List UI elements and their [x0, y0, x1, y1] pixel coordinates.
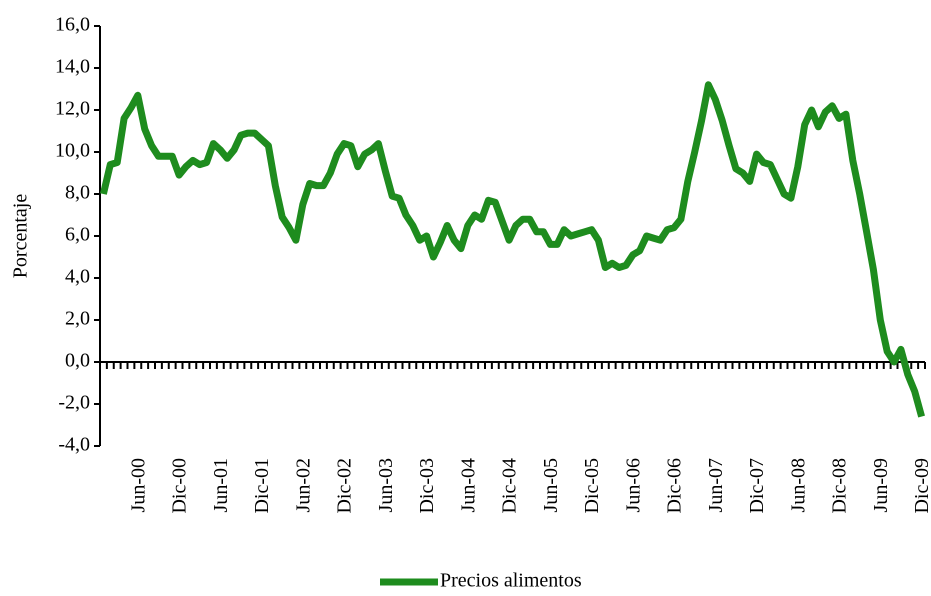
x-tick-label: Jun-08 [787, 458, 809, 512]
x-tick-label: Jun-09 [870, 458, 892, 512]
legend-label: Precios alimentos [440, 570, 582, 592]
y-tick-label: 0,0 [65, 350, 90, 372]
x-tick-label: Dic-05 [581, 458, 603, 514]
x-tick-label: Dic-00 [169, 458, 191, 514]
x-tick-label: Dic-09 [911, 458, 931, 514]
y-tick-label: 8,0 [65, 182, 90, 204]
y-tick-label: 4,0 [65, 266, 90, 288]
x-tick-label: Dic-04 [499, 458, 521, 514]
y-tick-label: 2,0 [65, 308, 90, 330]
x-tick-label: Jun-01 [210, 458, 232, 512]
y-axis-label: Porcentaje [10, 194, 32, 279]
x-tick-label: Dic-08 [829, 458, 851, 514]
y-tick-label: 12,0 [55, 98, 90, 120]
x-tick-label: Dic-07 [746, 458, 768, 514]
x-tick-label: Jun-04 [457, 458, 479, 512]
x-tick-label: Dic-02 [334, 458, 356, 514]
y-tick-label: 10,0 [55, 140, 90, 162]
y-tick-label: -4,0 [58, 434, 90, 456]
y-tick-label: -2,0 [58, 392, 90, 414]
line-series [99, 81, 925, 418]
x-tick-label: Dic-01 [251, 458, 273, 514]
x-tick-label: Dic-03 [416, 458, 438, 514]
y-tick-label: 16,0 [55, 14, 90, 36]
y-tick-label: 14,0 [55, 56, 90, 78]
x-tick-label: Jun-03 [375, 458, 397, 512]
x-tick-label: Jun-07 [705, 458, 727, 512]
x-tick-label: Jun-00 [127, 458, 149, 512]
x-tick-label: Jun-02 [292, 458, 314, 512]
x-tick-label: Dic-06 [664, 458, 686, 514]
x-tick-label: Jun-05 [540, 458, 562, 512]
y-tick-label: 6,0 [65, 224, 90, 246]
x-tick-label: Jun-06 [622, 458, 644, 512]
